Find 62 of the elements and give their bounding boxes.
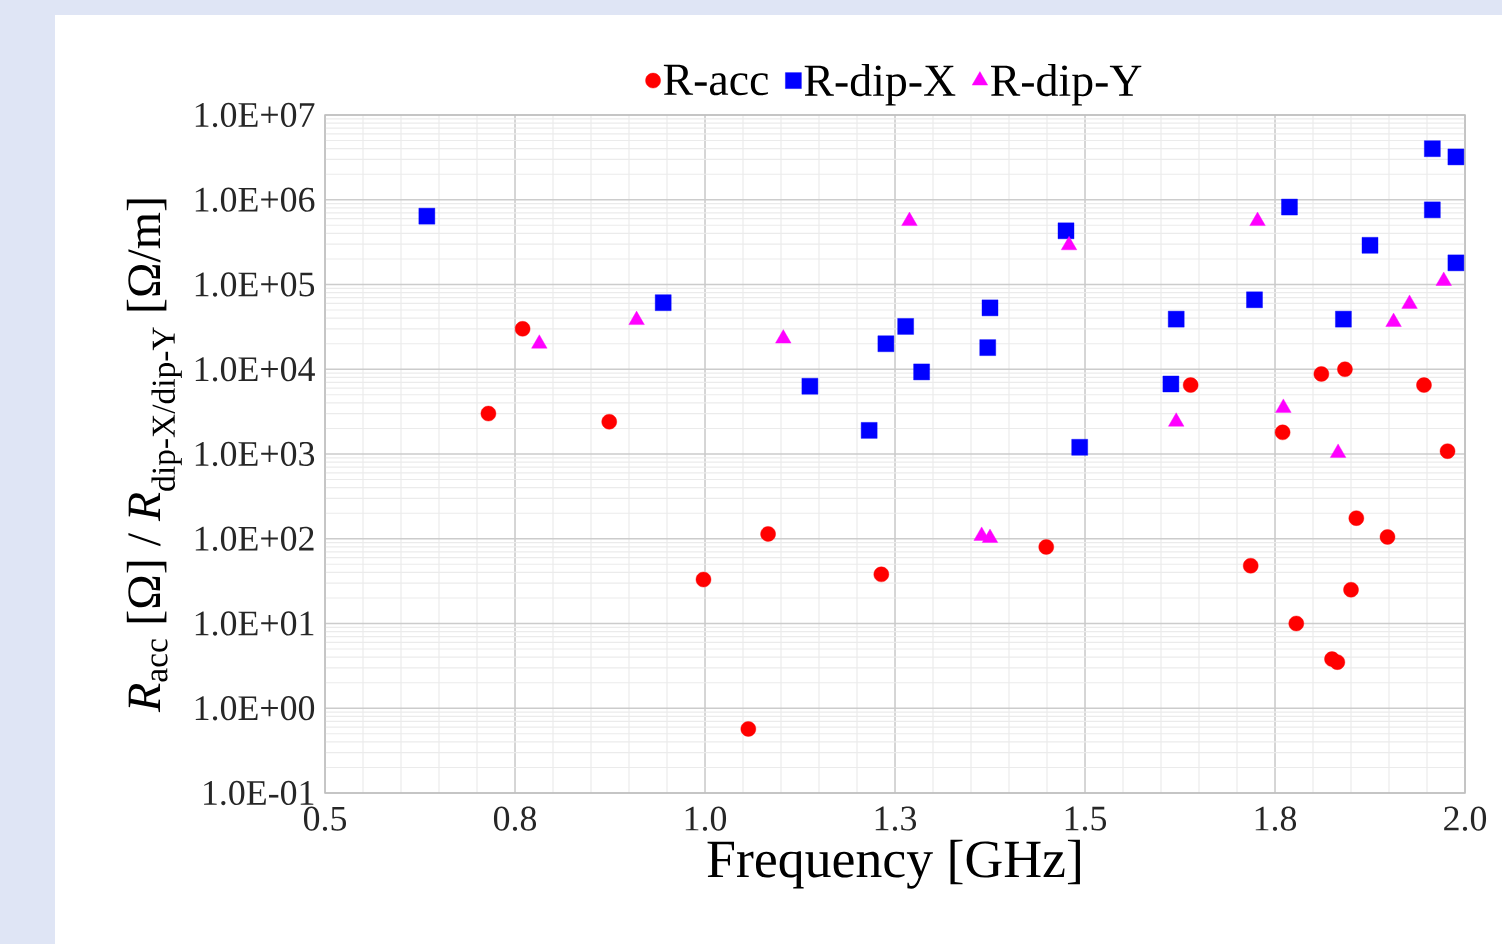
point <box>1274 424 1291 441</box>
point <box>979 339 996 356</box>
point <box>860 422 878 439</box>
point <box>1439 443 1456 459</box>
point <box>897 318 914 335</box>
point <box>655 294 672 311</box>
legend-label: R-dip-Y <box>991 63 1142 106</box>
point <box>1447 148 1465 166</box>
y-tick-label: 1.0E+05 <box>195 272 315 297</box>
x-axis-title: Frequency [GHz] <box>707 839 1080 889</box>
point <box>1424 140 1441 157</box>
point <box>877 335 895 352</box>
x-tick-label: 2.0 <box>1444 806 1487 831</box>
point <box>514 321 531 337</box>
point <box>1071 439 1088 456</box>
y-tick-label: 1.0E+03 <box>195 441 315 467</box>
point <box>1337 361 1353 377</box>
y-tick-label: 1.0E+01 <box>195 611 314 636</box>
y-tick-label: 1.0E+02 <box>195 526 314 551</box>
x-tick-label: 1.5 <box>1065 806 1107 831</box>
point <box>1424 201 1441 219</box>
x-tick-label: 0.5 <box>303 806 347 831</box>
point <box>1288 615 1304 632</box>
y-axis-title: R$_{acc}$ [Ω] / R$_{dip-X/dip-Y}$ [Ω/m] <box>126 199 182 713</box>
point <box>1343 582 1359 598</box>
x-tick-label: 0.8 <box>493 806 537 831</box>
point <box>695 571 712 588</box>
point <box>1447 254 1465 272</box>
y-tick-label: 1.0E-01 <box>204 780 314 806</box>
y-tick-label: 1.0E+07 <box>195 102 315 128</box>
point <box>1057 222 1075 240</box>
point <box>1379 529 1396 545</box>
point <box>1182 377 1199 393</box>
x-tick-label: 1.0 <box>685 806 727 831</box>
point <box>1038 539 1054 555</box>
y-tick-label: 1.0E+00 <box>195 696 315 721</box>
point <box>1281 198 1298 216</box>
point <box>1313 366 1330 382</box>
point <box>1416 377 1432 393</box>
x-tick-label: 1.3 <box>875 806 917 831</box>
point <box>601 414 617 430</box>
point <box>740 721 757 737</box>
point <box>1361 237 1379 254</box>
y-tick-label: 1.0E+06 <box>195 187 315 212</box>
point <box>760 526 776 542</box>
point <box>873 566 890 583</box>
point <box>1348 510 1365 526</box>
point <box>1168 310 1185 328</box>
point <box>1242 558 1259 574</box>
legend-label: R-dip-X <box>804 63 956 106</box>
legend-label: R-acc <box>663 64 769 96</box>
point <box>1246 291 1263 308</box>
x-tick-label: 1.8 <box>1255 806 1297 831</box>
point <box>1329 654 1346 670</box>
point <box>1335 310 1352 328</box>
point <box>981 299 999 317</box>
point <box>1162 375 1180 393</box>
point <box>480 405 497 422</box>
y-tick-label: 1.0E+04 <box>195 357 315 382</box>
point <box>913 363 930 381</box>
point <box>801 378 819 395</box>
point <box>418 207 436 225</box>
